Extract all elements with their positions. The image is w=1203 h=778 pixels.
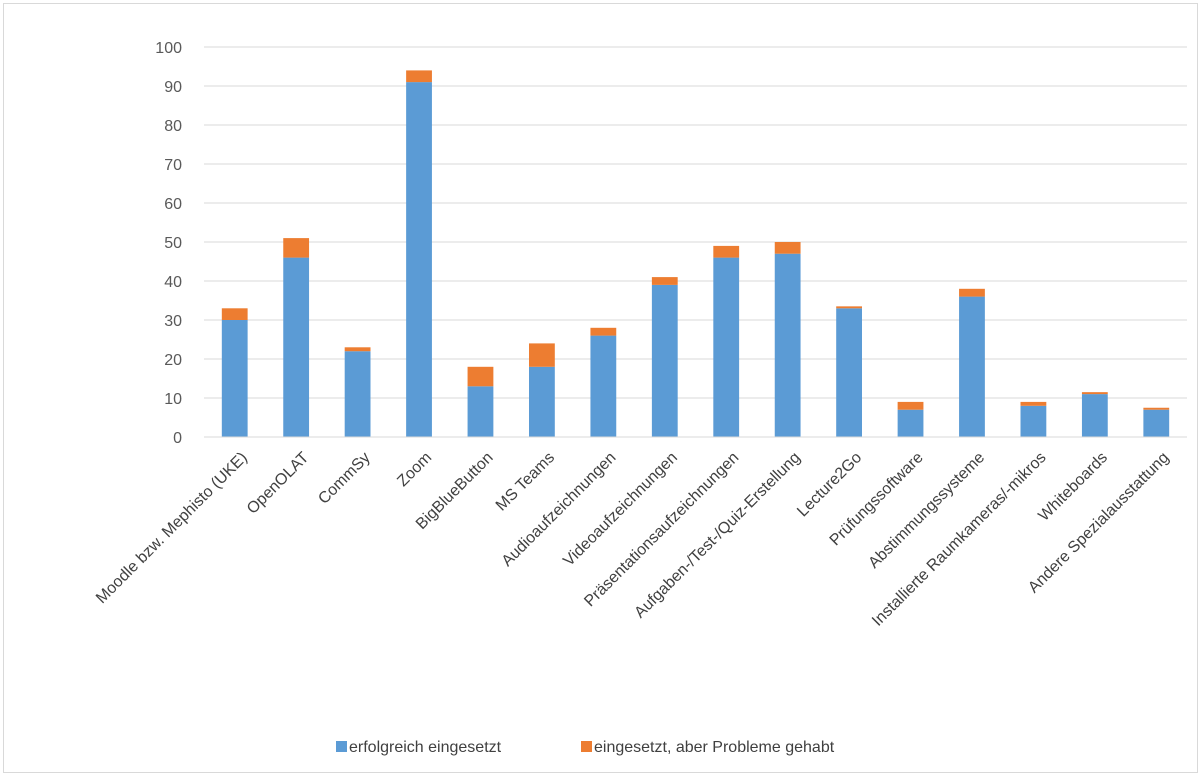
bar-problems [897, 401, 924, 410]
y-tick-label: 20 [164, 352, 182, 369]
x-category-label: CommSy [315, 449, 374, 508]
bar-success [897, 409, 924, 437]
legend-swatch [336, 741, 347, 752]
legend-swatch [581, 741, 592, 752]
bar-problems [836, 306, 862, 309]
y-tick-label: 30 [164, 313, 182, 330]
legend-label: eingesetzt, aber Probleme gehabt [594, 739, 835, 756]
bar-success [959, 296, 985, 437]
bar-problems [221, 308, 248, 320]
bar-success [529, 366, 555, 437]
x-category-label: MS Teams [493, 449, 558, 514]
bar-problems [467, 366, 494, 387]
bar-success [774, 253, 801, 437]
x-category-label: Audioaufzeichnungen [499, 449, 620, 570]
bar-problems [959, 288, 985, 297]
bar-problems [406, 70, 432, 83]
bar-problems [651, 277, 678, 285]
y-tick-label: 40 [164, 274, 182, 291]
y-tick-label: 90 [164, 79, 182, 96]
legend-label: erfolgreich eingesetzt [349, 739, 502, 756]
x-category-label: OpenOLAT [244, 449, 313, 518]
x-category-label: Videoaufzeichnungen [560, 449, 681, 570]
x-axis-category-labels: Moodle bzw. Mephisto (UKE)OpenOLAT CommSy… [93, 449, 1172, 630]
legend: erfolgreich eingesetzt eingesetzt, aber P… [336, 739, 835, 756]
bar-problems [590, 327, 617, 336]
y-tick-label: 100 [155, 40, 182, 57]
y-tick-label: 80 [164, 118, 182, 135]
y-tick-label: 0 [173, 430, 182, 447]
x-category-label: Zoom [394, 449, 435, 490]
y-tick-label: 70 [164, 157, 182, 174]
bar-success [836, 308, 862, 437]
bar-problems [713, 245, 740, 258]
y-tick-label: 10 [164, 391, 182, 408]
bar-success [1143, 409, 1170, 437]
x-category-label: Moodle bzw. Mephisto (UKE) [93, 449, 251, 607]
bar-problems [283, 238, 310, 258]
bar-success [406, 82, 432, 437]
bar-problems [1020, 401, 1047, 406]
bar-success [651, 284, 678, 437]
bar-problems [774, 242, 801, 254]
bar-success [1020, 405, 1047, 437]
bar-success [467, 386, 494, 437]
bar-success [221, 320, 248, 437]
bar-success [713, 257, 740, 437]
bars [221, 70, 1170, 437]
x-category-label: Abstimmungssysteme [865, 449, 988, 572]
bar-problems [529, 343, 555, 367]
bar-success [283, 257, 310, 437]
bar-problems [344, 347, 371, 352]
bar-success [1081, 394, 1108, 437]
bar-success [344, 351, 371, 437]
y-tick-label: 60 [164, 196, 182, 213]
bar-success [590, 335, 617, 437]
y-axis-tick-labels: 0 10 20 30 40 50 60 70 80 90 100 [155, 40, 182, 447]
y-tick-label: 50 [164, 235, 182, 252]
bar-problems [1143, 407, 1170, 410]
gridlines [204, 46, 1187, 399]
bar-problems [1081, 392, 1108, 395]
